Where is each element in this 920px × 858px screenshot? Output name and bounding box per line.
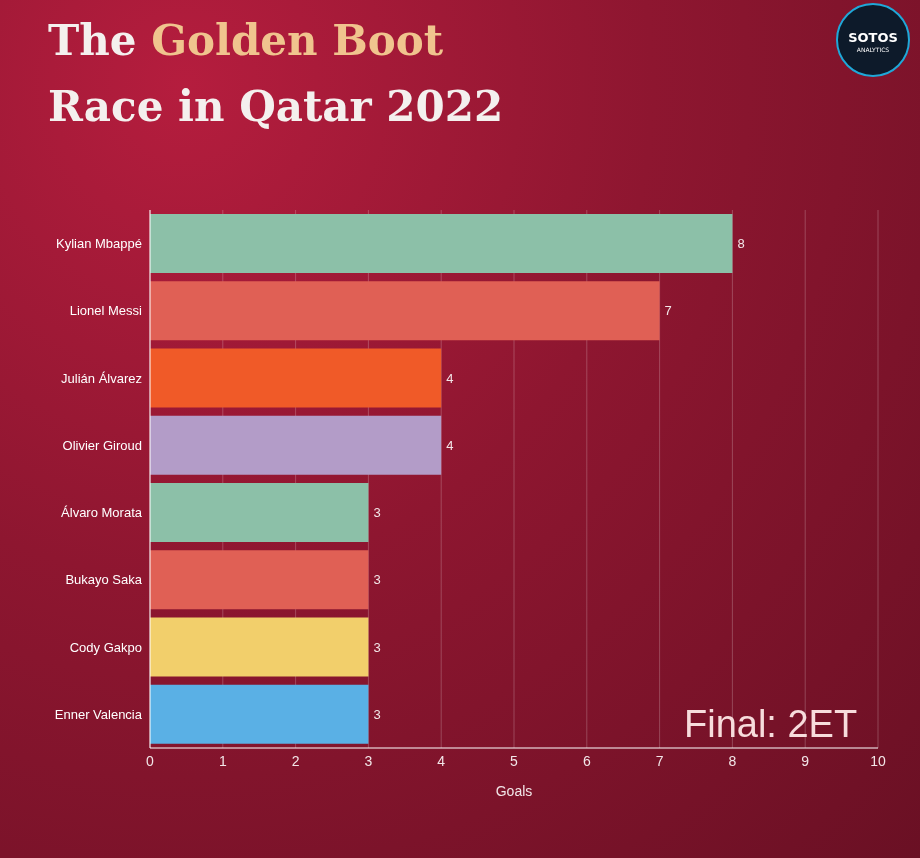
svg-text:8: 8 — [737, 236, 744, 251]
svg-text:Goals: Goals — [496, 783, 533, 799]
html-text:Final: 2ET: Final: 2ET — [684, 703, 858, 745]
svg-text:4: 4 — [446, 438, 453, 453]
svg-text:0: 0 — [146, 753, 154, 769]
svg-text:Lionel Messi: Lionel Messi — [70, 303, 142, 318]
svg-text:3: 3 — [365, 753, 373, 769]
svg-text:ANALYTICS: ANALYTICS — [857, 46, 890, 53]
svg-text:3: 3 — [373, 707, 380, 722]
svg-text:2: 2 — [292, 753, 300, 769]
html-text:Race in Qatar 2022: Race in Qatar 2022 — [48, 82, 504, 131]
svg-text:Olivier Giroud: Olivier Giroud — [63, 438, 142, 453]
svg-text:7: 7 — [656, 753, 664, 769]
svg-text:6: 6 — [583, 753, 591, 769]
svg-text:9: 9 — [801, 753, 809, 769]
svg-text:Bukayo Saka: Bukayo Saka — [65, 572, 142, 587]
svg-text:4: 4 — [446, 371, 453, 386]
svg-text:5: 5 — [510, 753, 518, 769]
svg-text:Julián Álvarez: Julián Álvarez — [61, 371, 142, 386]
svg-text:3: 3 — [373, 505, 380, 520]
svg-text:4: 4 — [437, 753, 445, 769]
svg-text:Cody Gakpo: Cody Gakpo — [70, 640, 142, 655]
svg-text:8: 8 — [729, 753, 737, 769]
svg-text:7: 7 — [665, 303, 672, 318]
svg-text:3: 3 — [373, 572, 380, 587]
svg-text:Enner Valencia: Enner Valencia — [55, 707, 143, 722]
html-text:The Golden Boot: The Golden Boot — [48, 16, 444, 65]
svg-text:1: 1 — [219, 753, 227, 769]
svg-text:10: 10 — [870, 753, 886, 769]
svg-text:Álvaro Morata: Álvaro Morata — [61, 505, 143, 520]
svg-text:Kylian Mbappé: Kylian Mbappé — [56, 236, 142, 251]
svg-text:3: 3 — [373, 640, 380, 655]
svg-text:SOTOS: SOTOS — [848, 30, 898, 45]
